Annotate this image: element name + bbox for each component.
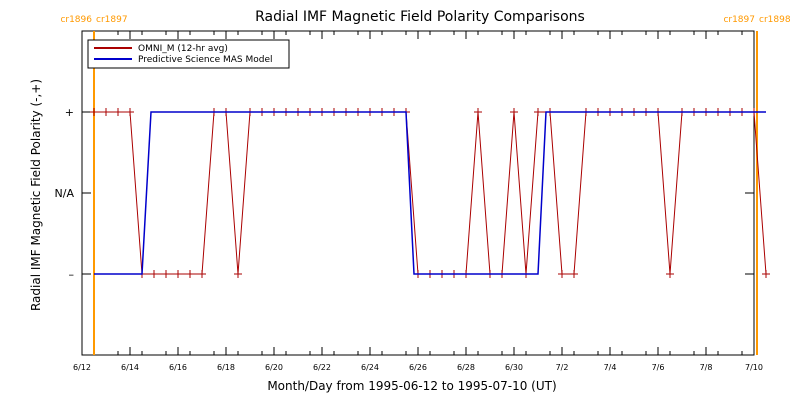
omni-data-point [558, 270, 566, 278]
series-layer [90, 108, 770, 278]
y-axis-label: Radial IMF Magnetic Field Polarity (-,+) [29, 79, 43, 311]
omni-data-point [174, 270, 182, 278]
y-axis: + N/A – [55, 106, 754, 281]
omni-data-point [762, 270, 770, 278]
carrington-label-right: cr1898 [759, 15, 791, 25]
omni-data-point [162, 270, 170, 278]
plot-frame [81, 30, 755, 356]
omni-data-point [234, 270, 242, 278]
chart-title: Radial IMF Magnetic Field Polarity Compa… [255, 9, 585, 25]
x-tick-label: 6/24 [361, 363, 379, 372]
x-axis: 6/12 6/14 6/16 6/18 6/20 6/22 6/24 6/26 6/28 6/30… [73, 31, 763, 372]
x-tick-label: 6/22 [313, 363, 331, 372]
omni-data-point [198, 270, 206, 278]
carrington-label-left: cr1896 [60, 15, 92, 25]
legend-label-omni: OMNI_M (12-hr avg) [138, 44, 228, 54]
omni-data-point [186, 270, 194, 278]
legend-label-mas: Predictive Science MAS Model [138, 55, 273, 65]
carrington-label-left: cr1897 [723, 15, 755, 25]
omni-data-point [126, 108, 134, 116]
y-tick-label: + [65, 106, 74, 119]
y-tick-label: N/A [55, 187, 75, 200]
legend: OMNI_M (12-hr avg)Predictive Science MAS… [87, 39, 290, 69]
omni-data-point [90, 108, 98, 116]
x-axis-label: Month/Day from 1995-06-12 to 1995-07-10 … [267, 379, 556, 393]
omni-data-point [114, 108, 122, 116]
omni-data-point [474, 108, 482, 116]
x-tick-label: 7/8 [700, 363, 713, 372]
x-tick-label: 6/28 [457, 363, 475, 372]
omni-data-point [102, 108, 110, 116]
mas-series-line [94, 111, 766, 275]
x-tick-label: 7/2 [556, 363, 569, 372]
omni-data-point [570, 270, 578, 278]
x-tick-label: 6/16 [169, 363, 187, 372]
x-tick-label: 6/30 [505, 363, 523, 372]
carrington-markers: cr1896 cr1897 cr1897 cr1898 [60, 15, 791, 355]
omni-data-point [150, 270, 158, 278]
carrington-label-right: cr1897 [96, 15, 128, 25]
x-tick-label: 6/18 [217, 363, 235, 372]
x-tick-label: 7/6 [652, 363, 665, 372]
x-tick-label: 6/12 [73, 363, 91, 372]
legend-box [87, 39, 290, 69]
x-tick-label: 6/26 [409, 363, 427, 372]
x-tick-label: 7/4 [604, 363, 617, 372]
omni-data-point [510, 108, 518, 116]
omni-data-point [534, 108, 542, 116]
omni-data-point [666, 270, 674, 278]
y-tick-label: – [69, 268, 75, 281]
x-tick-label: 7/10 [745, 363, 763, 372]
omni-series-line [94, 111, 767, 275]
x-tick-label: 6/14 [121, 363, 139, 372]
x-tick-label: 6/20 [265, 363, 283, 372]
